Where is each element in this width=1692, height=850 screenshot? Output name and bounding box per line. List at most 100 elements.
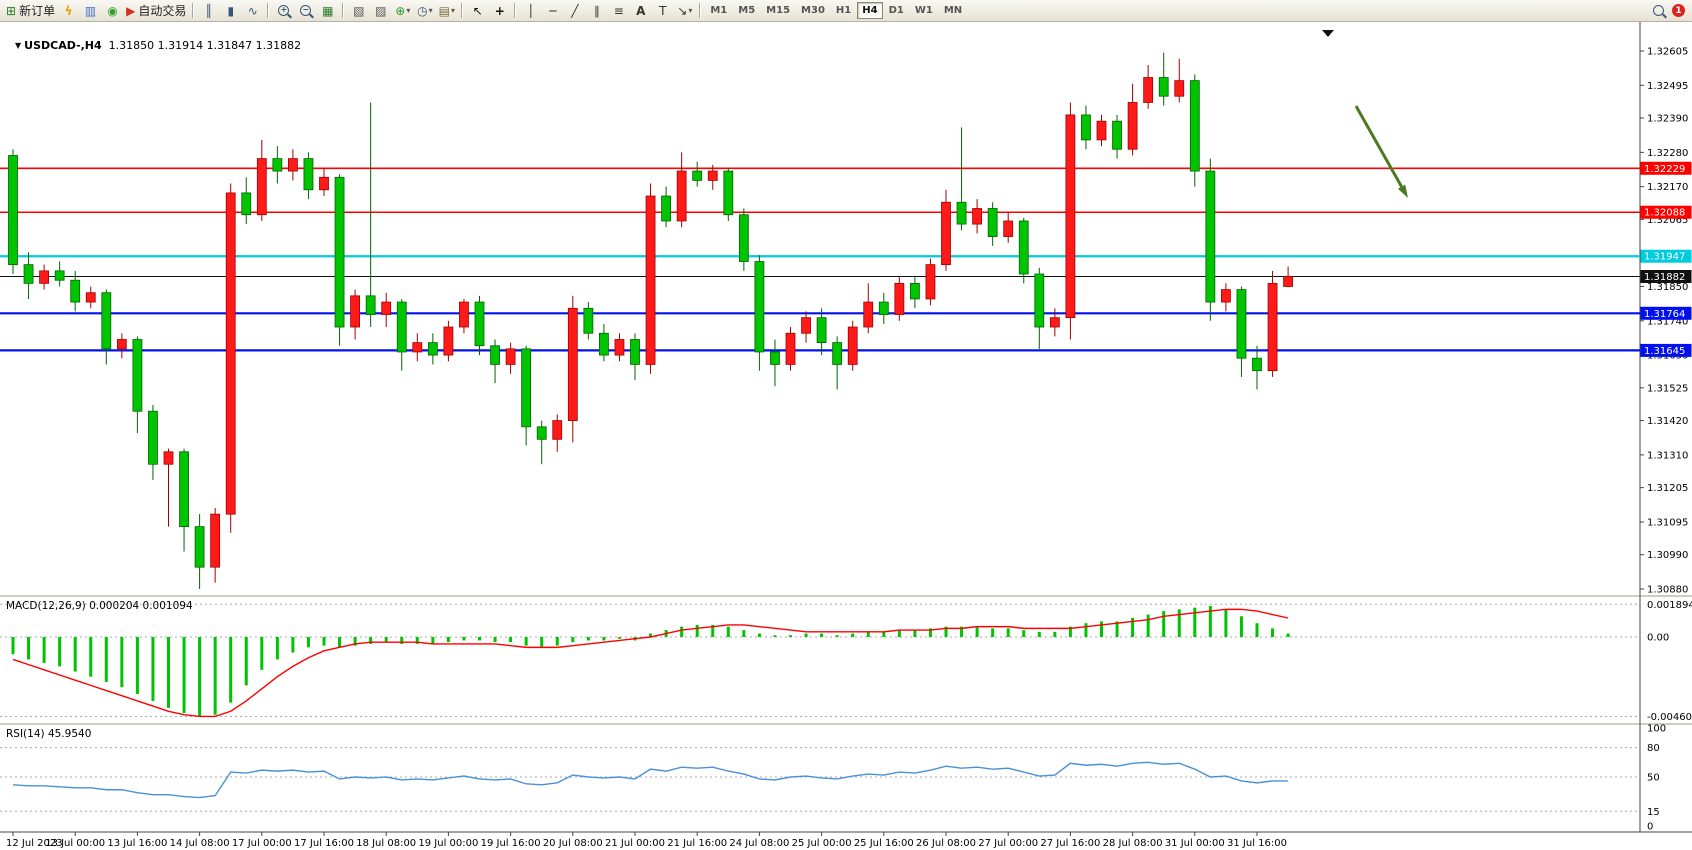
scroll-shift-marker[interactable]	[1322, 30, 1334, 37]
add-indicator-icon: ⊕	[395, 3, 406, 18]
horizontal-line-tool-button[interactable]: ─	[542, 2, 563, 20]
candle-body	[1189, 80, 1200, 172]
candle-body	[1267, 282, 1278, 372]
time-tick-label: 21 Jul 00:00	[605, 838, 665, 849]
search-button[interactable]	[1648, 2, 1669, 20]
crosshair-tool-button[interactable]: +	[489, 2, 510, 20]
candle-body	[692, 170, 703, 181]
candle-body	[521, 348, 532, 428]
fibonacci-tool-button[interactable]: ≡	[608, 2, 629, 20]
auto-trading-button[interactable]: ▶ 自动交易	[124, 2, 188, 20]
timeframe-button-h1[interactable]: H1	[835, 5, 852, 16]
time-tick-label: 17 Jul 00:00	[232, 838, 292, 849]
candle-body	[847, 326, 858, 365]
tile-windows-button[interactable]: ▦	[317, 2, 338, 20]
cascade-windows-button[interactable]: ▧	[348, 2, 369, 20]
arrows-tool-button[interactable]: ↘ ▾	[674, 2, 695, 20]
time-tick-label: 19 Jul 16:00	[481, 838, 541, 849]
candle-body	[925, 264, 936, 300]
candle-body	[505, 348, 516, 365]
toolbar-separator	[192, 3, 195, 18]
chart-canvas[interactable]: 1.32605 1.32495 1.32390 1.32280 1.32170 1.320…	[0, 22, 1692, 850]
zoom-out-icon: −	[300, 5, 312, 16]
price-axis: 1.32605 1.32495 1.32390 1.32280 1.32170 1.320…	[1640, 47, 1688, 596]
text-tool-button[interactable]: A	[630, 2, 651, 20]
candle-body	[614, 339, 625, 356]
timeframe-button-m1[interactable]: M1	[710, 5, 728, 16]
macd-pane: 0.001894 0.00 -0.004603	[0, 600, 1692, 723]
bar-chart-button[interactable]: ║	[198, 2, 219, 20]
alerts-button[interactable]: ◉	[102, 2, 123, 20]
vertical-line-tool-button[interactable]: │	[520, 2, 541, 20]
timeframe-button-m15[interactable]: M15	[766, 5, 791, 16]
time-tick-label: 26 Jul 08:00	[916, 838, 976, 849]
expert-advisors-button[interactable]: ϟ	[58, 2, 79, 20]
time-tick-label: 12 Jul 2023	[6, 838, 63, 849]
candle-body	[39, 270, 49, 284]
macd-indicator-label: MACD(12,26,9) 0.000204 0.001094	[6, 600, 193, 612]
zoom-in-icon: +	[278, 5, 290, 16]
arrange-windows-button[interactable]: ▨	[370, 2, 391, 20]
cursor-tool-button[interactable]: ↖	[467, 2, 488, 20]
candle-body	[1096, 120, 1107, 141]
zoom-in-button[interactable]: +	[273, 2, 294, 20]
cascade-windows-icon: ▧	[353, 3, 365, 18]
time-tick-label: 17 Jul 16:00	[294, 838, 354, 849]
channel-tool-button[interactable]: ∥	[586, 2, 607, 20]
zoom-out-button[interactable]: −	[295, 2, 316, 20]
candle-body	[1143, 77, 1154, 103]
chevron-down-icon: ▾	[450, 5, 455, 15]
market-watch-button[interactable]: ▥	[80, 2, 101, 20]
cursor-icon: ↖	[472, 3, 483, 18]
toolbar-separator	[514, 3, 517, 18]
timeframe-button-mn[interactable]: MN	[943, 5, 963, 16]
notification-badge[interactable]: 1	[1672, 4, 1685, 17]
candle-body	[225, 192, 236, 515]
candle-body	[303, 158, 314, 191]
time-tick-label: 13 Jul 16:00	[107, 838, 167, 849]
candle-body	[350, 295, 361, 328]
line-chart-button[interactable]: ∿	[242, 2, 263, 20]
auto-trading-label: 自动交易	[138, 3, 187, 18]
price-tags: 1.32229 1.32088 1.31947 1.31764 1.31645 1.318…	[1640, 161, 1692, 357]
timeframe-button-d1[interactable]: D1	[888, 5, 904, 16]
sound-icon: ◉	[107, 3, 118, 18]
time-tick-label: 27 Jul 16:00	[1040, 838, 1100, 849]
template-button[interactable]: ▤ ▾	[436, 2, 457, 20]
time-tick-label: 13 Jul 00:00	[45, 838, 105, 849]
price-tick-label: 1.30990	[1647, 550, 1688, 561]
period-button[interactable]: ◷ ▾	[414, 2, 435, 20]
candle-body	[179, 451, 189, 528]
time-tick-label: 28 Jul 08:00	[1103, 838, 1163, 849]
new-order-button[interactable]: ⊞ 新订单	[4, 2, 57, 20]
candle-body	[256, 158, 267, 216]
macd-axis-label: 0.001894	[1647, 600, 1692, 611]
timeframe-button-m30[interactable]: M30	[801, 5, 825, 16]
candle-body	[661, 195, 671, 222]
add-indicator-button[interactable]: ⊕ ▾	[392, 2, 413, 20]
timeframe-button-h4[interactable]: H4	[857, 2, 883, 19]
candle-body	[1127, 102, 1138, 150]
trendline-tool-button[interactable]: ╱	[564, 2, 585, 20]
macd-signal-line	[12, 608, 1289, 718]
price-tick-label: 1.32170	[1647, 182, 1688, 193]
annotation-arrow-shaft	[1354, 105, 1403, 188]
timeframe-group: M1 M5 M15 M30 H1 H4 D1 W1 MN	[705, 2, 967, 19]
timeframe-button-w1[interactable]: W1	[914, 5, 933, 16]
auto-trading-icon: ▶	[126, 3, 136, 18]
profile-icon: ▥	[84, 3, 97, 18]
candle-body	[194, 526, 205, 568]
price-tick-label: 1.31740	[1647, 316, 1688, 327]
timeframe-button-m5[interactable]: M5	[738, 5, 756, 16]
candle-body	[490, 345, 500, 365]
candle-body	[319, 176, 329, 191]
time-tick-label: 31 Jul 00:00	[1165, 838, 1225, 849]
candle-body	[287, 158, 298, 172]
rsi-axis-label: 15	[1647, 807, 1660, 818]
annotation-arrow[interactable]	[1354, 105, 1408, 198]
candle-body	[676, 170, 687, 222]
candle-body	[801, 317, 811, 334]
label-tool-button[interactable]: T	[652, 2, 673, 20]
candlestick-chart-button[interactable]: ▮	[220, 2, 241, 20]
trendline-icon: ╱	[571, 3, 579, 18]
